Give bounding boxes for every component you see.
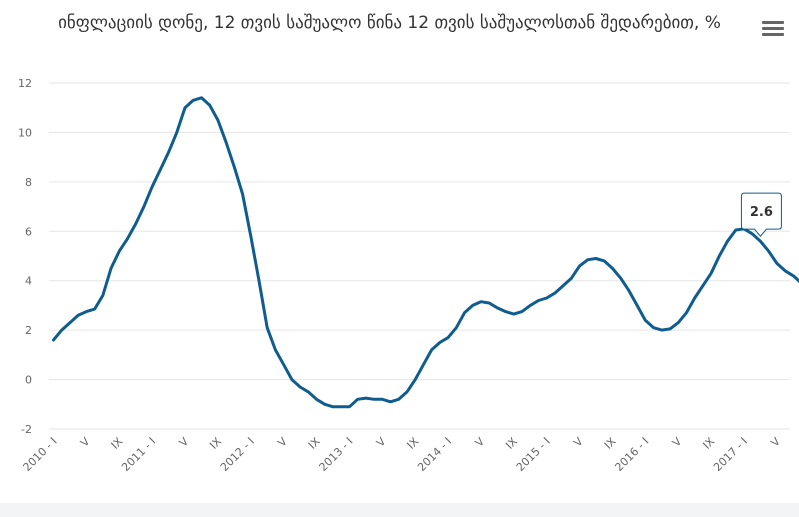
x-tick-label: V — [571, 435, 586, 450]
value-tooltip: 2.6 — [740, 192, 782, 237]
y-tick-label: 0 — [25, 374, 32, 387]
x-tick-label: V — [473, 435, 488, 450]
y-tick-label: -2 — [21, 423, 32, 436]
y-tick-label: 8 — [25, 176, 32, 189]
y-tick-label: 10 — [18, 126, 32, 139]
x-tick-label: IX — [207, 435, 224, 452]
menu-bar — [762, 33, 784, 36]
x-tick-label: V — [78, 435, 93, 450]
series-line-layer — [52, 96, 799, 409]
x-tick-label: 2013 - I — [317, 435, 356, 474]
x-tick-label: 2014 - I — [415, 435, 454, 474]
x-tick-label: V — [670, 435, 685, 450]
menu-bar — [762, 27, 784, 30]
x-tick-label: IX — [602, 435, 619, 452]
x-tick-label: V — [275, 435, 290, 450]
tooltip-box — [740, 192, 782, 237]
x-tick-label: 2011 - I — [119, 435, 158, 474]
y-tick-label: 12 — [18, 77, 32, 90]
x-tick-label: 2016 - I — [612, 435, 651, 474]
x-tick-label: IX — [109, 435, 126, 452]
hamburger-menu-icon[interactable] — [760, 18, 786, 40]
grid-lines — [49, 82, 790, 430]
x-tick-label: V — [768, 435, 783, 450]
x-tick-label: V — [374, 435, 389, 450]
x-tick-label: 2010 - I — [21, 435, 60, 474]
menu-bar — [762, 21, 784, 24]
x-tick-label: IX — [503, 435, 520, 452]
y-tick-label: 2 — [25, 324, 32, 337]
tooltip-value: 2.6 — [750, 205, 773, 220]
y-tick-label: 6 — [25, 225, 32, 238]
x-tick-label: 2012 - I — [218, 435, 257, 474]
x-tick-label: V — [177, 435, 192, 450]
footer-bar — [0, 503, 799, 517]
y-axis-ticks: -2 0 2 4 6 8 10 12 — [18, 77, 32, 436]
x-tick-label: 2017 - I — [711, 435, 750, 474]
x-tick-label: IX — [700, 435, 717, 452]
x-tick-label: IX — [306, 435, 323, 452]
y-tick-label: 4 — [25, 275, 32, 288]
series-line[interactable] — [52, 96, 799, 409]
chart-title: ინფლაციის დონე, 12 თვის საშუალო წინა 12 … — [58, 13, 721, 33]
x-tick-label: 2015 - I — [514, 435, 553, 474]
x-tick-label: IX — [404, 435, 421, 452]
